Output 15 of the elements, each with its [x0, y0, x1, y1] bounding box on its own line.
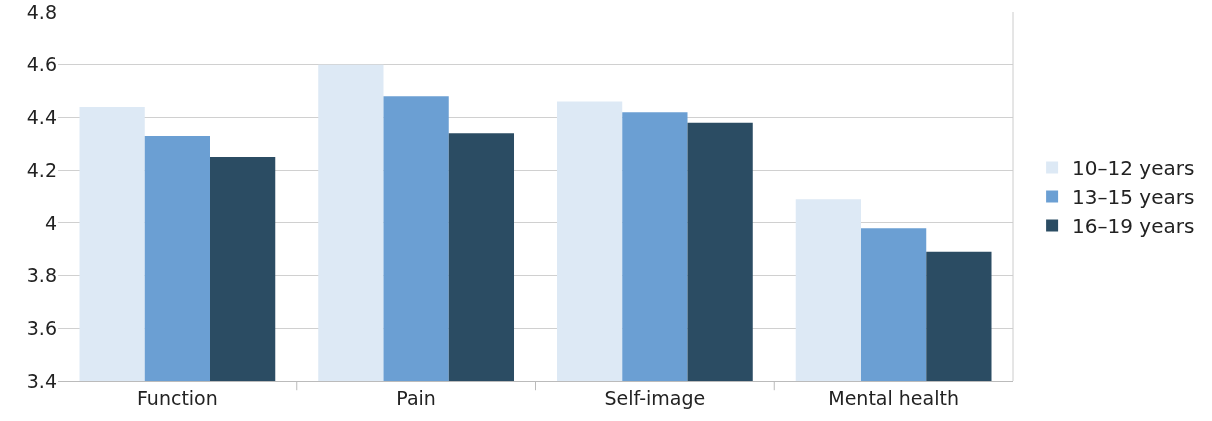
legend-label: 13–15 years	[1072, 185, 1195, 210]
y-tick-label: 4	[44, 211, 57, 234]
x-tick-label: Self-image	[604, 386, 706, 409]
legend-label: 16–19 years	[1072, 214, 1195, 239]
x-tick-label: Mental health	[828, 386, 959, 409]
x-tick-label: Function	[136, 386, 218, 409]
y-tick-label: 3.8	[26, 264, 57, 287]
y-tick-label: 4.8	[26, 0, 57, 23]
y-tick-label: 4.6	[26, 53, 57, 76]
y-tick-label: 4.2	[26, 158, 57, 181]
y-tick-label: 3.6	[26, 316, 57, 339]
y-tick-label: 4.4	[26, 106, 57, 129]
y-tick-label: 3.4	[26, 369, 57, 392]
legend-label: 10–12 years	[1072, 156, 1195, 181]
x-tick-label: Pain	[396, 386, 436, 409]
